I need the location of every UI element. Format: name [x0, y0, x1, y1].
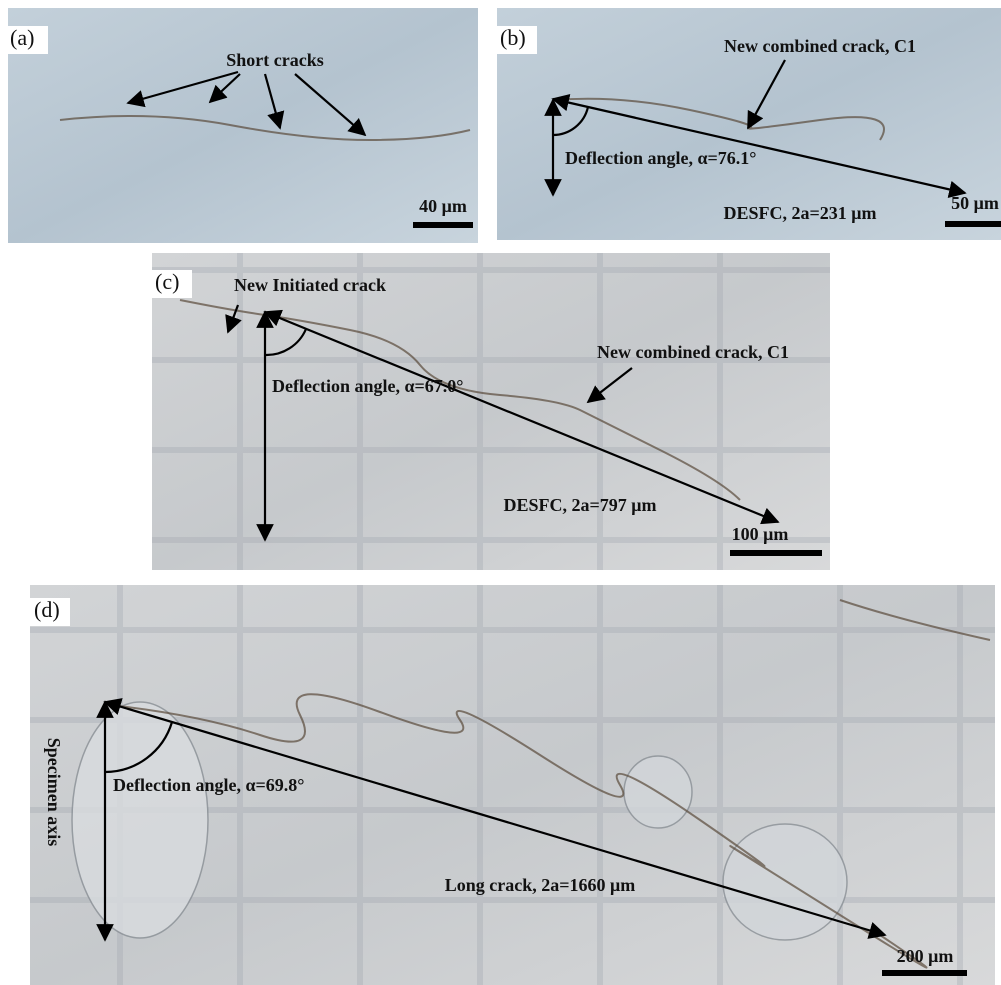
panel-d: (d) Specimen axis Deflection angle, α=69… — [30, 585, 995, 985]
micrograph — [8, 8, 478, 243]
panel-label: (b) — [500, 25, 526, 50]
bubble — [723, 824, 847, 940]
scale-bar-label: 100 μm — [732, 524, 789, 544]
scale-bar-label: 50 μm — [951, 193, 999, 213]
annotation: Deflection angle, α=69.8° — [113, 775, 304, 795]
scale-bar-label: 200 μm — [897, 946, 954, 966]
figure: (a) Short cracks 40 μm (b) New combined … — [0, 0, 1001, 985]
scale-bar — [882, 970, 967, 976]
annotation: Long crack, 2a=1660 μm — [445, 875, 635, 895]
panel-a: (a) Short cracks 40 μm — [8, 8, 478, 243]
annotation: Short cracks — [226, 50, 324, 70]
scale-bar-label: 40 μm — [419, 196, 467, 216]
annotation: New Initiated crack — [234, 275, 386, 295]
tile-seams — [152, 253, 830, 570]
scale-bar — [945, 221, 1001, 227]
annotation: DESFC, 2a=797 μm — [504, 495, 657, 515]
annotation: New combined crack, C1 — [597, 342, 789, 362]
panel-c: (c) New Initiated crack Deflection angle… — [152, 253, 830, 570]
panel-b: (b) New combined crack, C1 Deflection an… — [497, 8, 1001, 240]
scale-bar — [730, 550, 822, 556]
annotation: New combined crack, C1 — [724, 36, 916, 56]
panel-label: (d) — [34, 597, 60, 622]
bubble — [72, 702, 208, 938]
panel-label: (a) — [10, 25, 34, 50]
panel-label: (c) — [155, 269, 179, 294]
annotation: DESFC, 2a=231 μm — [724, 203, 877, 223]
annotation: Deflection angle, α=76.1° — [565, 148, 756, 168]
annotation: Specimen axis — [44, 738, 64, 847]
scale-bar — [413, 222, 473, 228]
annotation: Deflection angle, α=67.0° — [272, 376, 463, 396]
page: (a) Short cracks 40 μm (b) New combined … — [0, 0, 1001, 985]
